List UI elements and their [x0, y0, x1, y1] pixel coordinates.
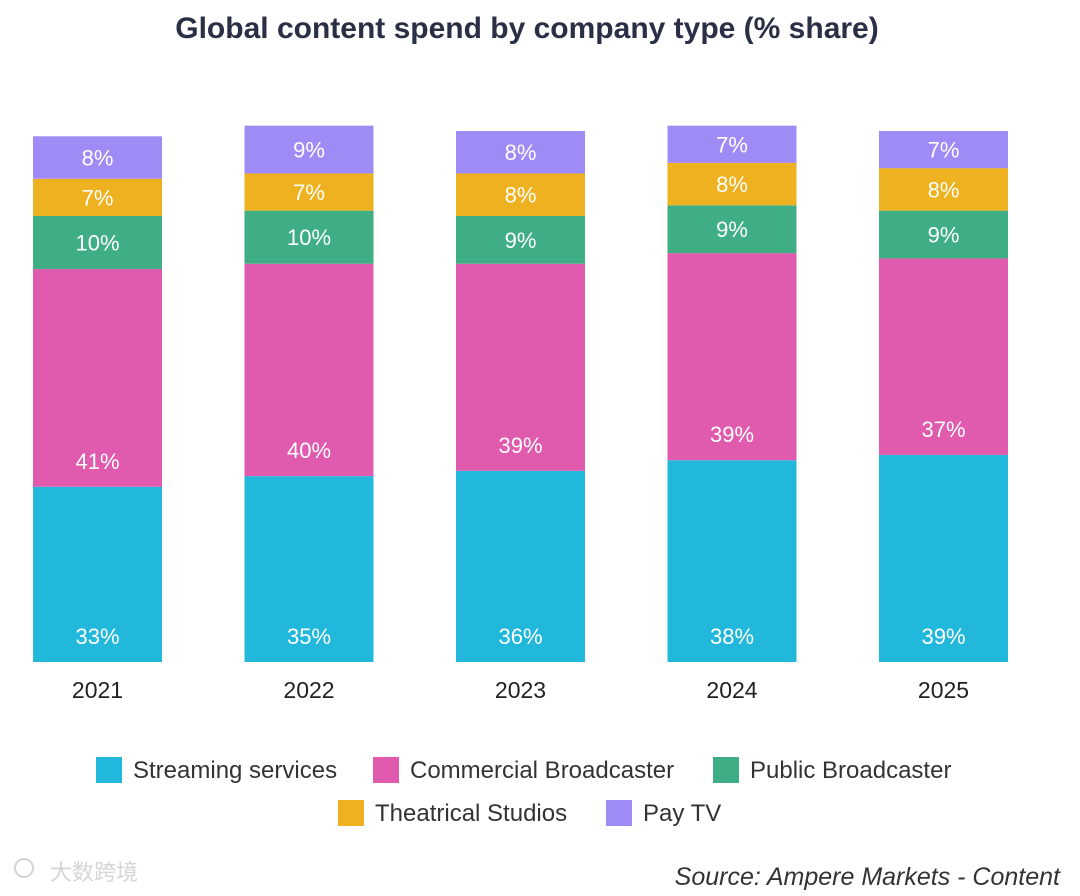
legend-swatch — [338, 800, 364, 826]
data-label: 8% — [716, 172, 748, 197]
bar-segment — [667, 460, 797, 662]
data-label: 37% — [921, 417, 965, 442]
bar-segment — [879, 454, 1008, 662]
data-label: 9% — [293, 138, 325, 163]
bar-segment — [244, 263, 374, 477]
bar-segment — [456, 263, 585, 471]
bar-segment — [667, 205, 797, 254]
legend-label: Theatrical Studios — [375, 800, 567, 827]
data-label: 9% — [928, 223, 960, 248]
data-label: 40% — [287, 438, 331, 463]
bar-segment — [33, 269, 162, 487]
bar-segment — [33, 215, 162, 270]
legend-label: Public Broadcaster — [750, 757, 951, 784]
legend-label: Streaming services — [133, 757, 337, 784]
bar-segment — [667, 162, 797, 206]
data-label: 10% — [287, 225, 331, 250]
data-label: 39% — [921, 624, 965, 649]
bar-segment — [244, 210, 374, 264]
bar-segment — [879, 258, 1008, 455]
data-label: 9% — [716, 217, 748, 242]
legend-swatch — [606, 800, 632, 826]
data-label: 9% — [505, 228, 537, 253]
data-label: 41% — [75, 449, 119, 474]
bar-segment — [879, 168, 1008, 211]
legend-label: Commercial Broadcaster — [410, 757, 674, 784]
bar-segment — [879, 131, 1008, 169]
data-label: 7% — [82, 185, 114, 210]
x-tick-label: 2025 — [918, 677, 969, 703]
bar-segment — [667, 253, 797, 461]
bar-segment — [33, 486, 162, 662]
x-tick-label: 2023 — [495, 677, 546, 703]
legend-swatch — [373, 757, 399, 783]
bar-segment — [879, 210, 1008, 259]
data-label: 36% — [498, 624, 542, 649]
data-label: 7% — [716, 132, 748, 157]
data-label: 8% — [928, 177, 960, 202]
watermark-logo-icon — [14, 858, 34, 878]
legend-swatch — [713, 757, 739, 783]
chart-title: Global content spend by company type (% … — [175, 12, 878, 45]
data-label: 10% — [75, 231, 119, 256]
bar-segment — [456, 173, 585, 216]
x-tick-label: 2024 — [706, 677, 757, 703]
data-label: 33% — [75, 624, 119, 649]
bar-segment — [456, 470, 585, 662]
bar-segment — [244, 173, 374, 211]
legend-label: Pay TV — [643, 800, 721, 827]
bar-segment — [244, 125, 374, 174]
x-tick-label: 2022 — [283, 677, 334, 703]
data-label: 7% — [928, 138, 960, 163]
x-tick-label: 2021 — [72, 677, 123, 703]
data-label: 8% — [505, 183, 537, 208]
watermark-text: 大数跨境 — [50, 860, 138, 885]
data-label: 38% — [710, 624, 754, 649]
data-label: 39% — [498, 433, 542, 458]
data-label: 39% — [710, 422, 754, 447]
legend-swatch — [96, 757, 122, 783]
bar-segment — [244, 476, 374, 662]
bar-segment — [456, 215, 585, 264]
bar-segment — [667, 125, 797, 163]
data-label: 8% — [505, 140, 537, 165]
source-note: Source: Ampere Markets - Content — [675, 863, 1061, 891]
data-label: 35% — [287, 624, 331, 649]
bar-segment — [33, 136, 162, 179]
data-label: 7% — [293, 180, 325, 205]
data-label: 8% — [82, 146, 114, 171]
bar-segment — [33, 178, 162, 216]
bar-segment — [456, 131, 585, 174]
watermark: 大数跨境 — [14, 858, 138, 885]
